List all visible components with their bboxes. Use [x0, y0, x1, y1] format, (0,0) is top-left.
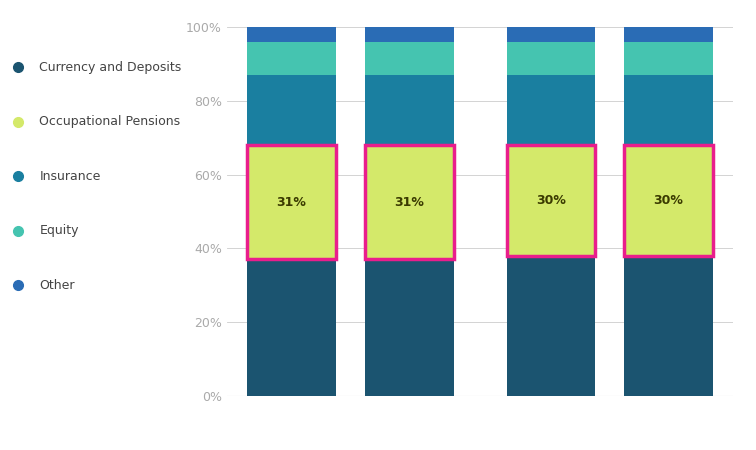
Bar: [624, 145, 713, 256]
Text: 30%: 30%: [654, 194, 683, 207]
Bar: [365, 260, 454, 396]
Bar: [365, 75, 454, 145]
Bar: [624, 75, 713, 145]
Bar: [624, 27, 713, 42]
Text: 30%: 30%: [536, 194, 565, 207]
Bar: [365, 42, 454, 75]
Text: Equity: Equity: [39, 225, 79, 237]
Bar: [507, 75, 595, 145]
Bar: [365, 27, 454, 42]
Text: Occupational Pensions: Occupational Pensions: [39, 116, 181, 128]
Bar: [247, 260, 336, 396]
Text: Other: Other: [39, 279, 75, 292]
Bar: [507, 145, 595, 256]
Text: Insurance: Insurance: [39, 170, 101, 183]
Text: Currency and Deposits: Currency and Deposits: [39, 61, 181, 74]
Bar: [247, 145, 336, 260]
Bar: [507, 256, 595, 396]
Bar: [365, 145, 454, 260]
Bar: [247, 145, 336, 260]
Bar: [624, 256, 713, 396]
Text: 31%: 31%: [277, 196, 306, 209]
Bar: [365, 145, 454, 260]
Bar: [507, 145, 595, 256]
Bar: [624, 145, 713, 256]
Text: 31%: 31%: [395, 196, 424, 209]
Bar: [247, 27, 336, 42]
Bar: [247, 42, 336, 75]
Bar: [247, 75, 336, 145]
Bar: [507, 42, 595, 75]
Bar: [507, 27, 595, 42]
Bar: [624, 42, 713, 75]
